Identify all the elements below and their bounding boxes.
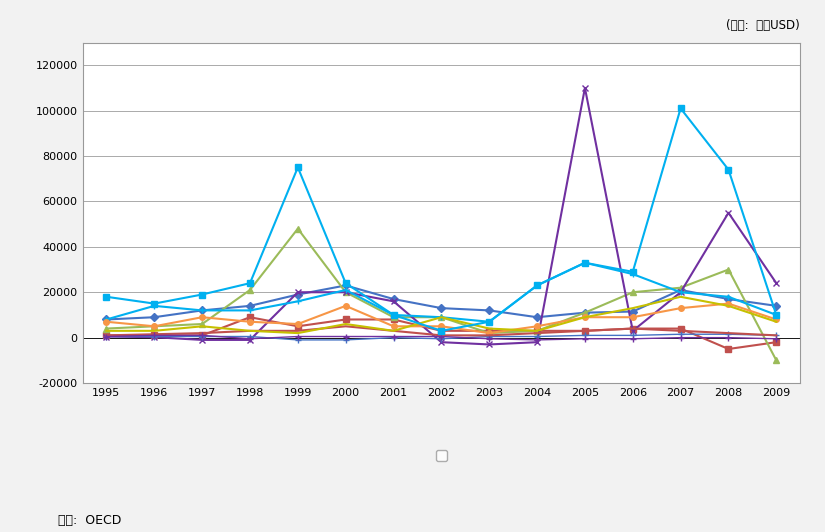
Legend:  [436, 450, 447, 461]
Text: 자료:  OECD: 자료: OECD [58, 514, 121, 527]
Text: (단위:  백만USD): (단위: 백만USD) [727, 19, 800, 31]
